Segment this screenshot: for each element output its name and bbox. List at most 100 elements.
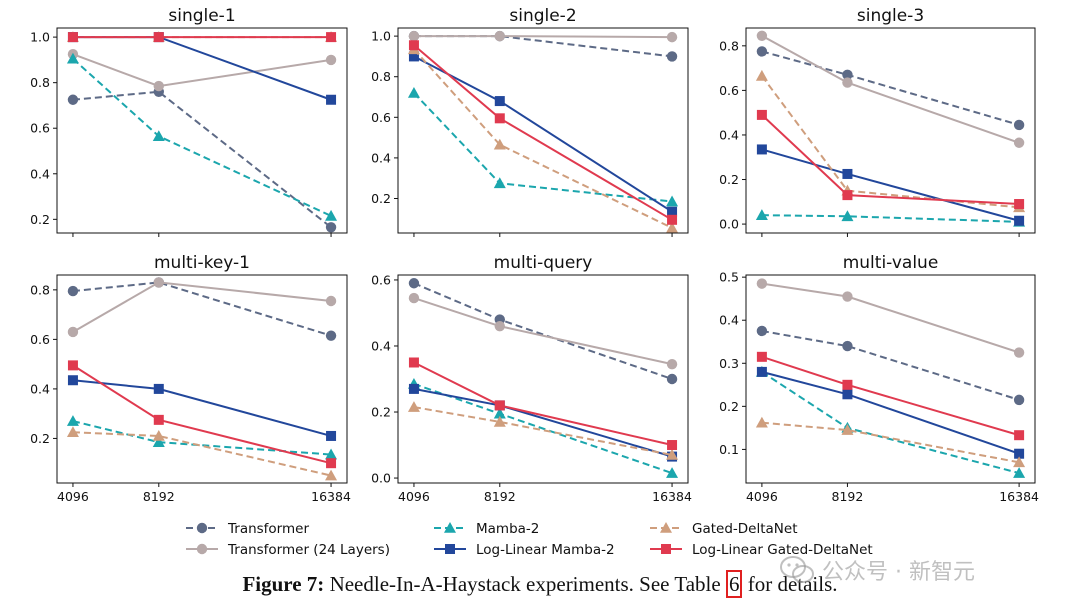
series-line xyxy=(761,50,1020,126)
series-line xyxy=(413,297,673,366)
data-point xyxy=(666,358,678,370)
x-tick-label: 8192 xyxy=(143,489,175,504)
legend-marker xyxy=(196,522,208,534)
data-point xyxy=(666,467,679,478)
y-tick-label: 0.4 xyxy=(371,338,391,353)
series-line xyxy=(72,281,332,337)
wechat-logo-icon xyxy=(780,556,814,583)
watermark-text: 公众号 · 新智元 xyxy=(822,560,975,585)
chart-title: single-1 xyxy=(168,6,235,26)
chart-panel-single-2: single-2 0.2 0.4 0.6 0.8 1.0 xyxy=(371,6,689,237)
data-point xyxy=(666,448,679,460)
data-point xyxy=(1014,448,1025,459)
plot-frame xyxy=(745,27,1036,234)
chart-title: multi-query xyxy=(494,253,593,273)
plot-frame xyxy=(397,27,689,234)
series-log-linear-mamba-2 xyxy=(408,383,678,462)
y-tick-label: 0.5 xyxy=(719,270,739,285)
data-point xyxy=(1013,119,1025,131)
legend-label: Log-Linear Gated-DeltaNet xyxy=(692,542,873,558)
series-line xyxy=(72,431,332,477)
y-tick-label: 0.6 xyxy=(719,83,739,98)
series-log-linear-mamba-2 xyxy=(67,32,337,105)
y-tick-label: 0.2 xyxy=(30,431,50,446)
legend: Transformer Mamba-2 Gated-DeltaNet Transfor… xyxy=(186,521,873,558)
series-line xyxy=(72,379,332,437)
data-point xyxy=(1013,467,1026,478)
legend-label: Mamba-2 xyxy=(476,521,539,537)
data-point xyxy=(494,400,505,411)
plot-frame xyxy=(56,27,348,234)
plot-frame xyxy=(397,274,689,484)
data-point xyxy=(408,40,419,51)
data-point xyxy=(408,30,420,42)
data-point xyxy=(842,291,853,302)
x-tick-label: 16384 xyxy=(311,489,351,504)
data-point xyxy=(1014,215,1025,226)
y-tick-label: 0.8 xyxy=(371,69,391,84)
legend-marker xyxy=(196,543,208,555)
table-reference-link[interactable]: 6 xyxy=(725,570,743,598)
data-point xyxy=(842,340,853,352)
data-point xyxy=(325,469,338,481)
series-line xyxy=(413,48,673,229)
data-point xyxy=(408,383,419,394)
data-point xyxy=(325,54,337,66)
series-line xyxy=(72,90,332,229)
data-point xyxy=(756,325,768,337)
data-point xyxy=(153,383,164,394)
data-point xyxy=(407,401,420,412)
series-line xyxy=(761,282,1020,354)
series-gated-deltanet xyxy=(407,43,679,233)
data-point xyxy=(66,426,79,438)
data-point xyxy=(755,416,768,428)
plot-frame xyxy=(745,274,1036,484)
chart-panel-single-1: single-1 0.2 0.4 0.6 0.8 1.0 xyxy=(30,6,348,237)
data-point xyxy=(1013,394,1025,406)
data-point xyxy=(407,86,420,98)
chart-title: multi-value xyxy=(843,253,939,273)
y-tick-label: 0.2 xyxy=(30,212,50,227)
y-tick-label: 0.6 xyxy=(30,121,50,136)
data-point xyxy=(326,32,337,43)
data-point xyxy=(67,375,78,386)
watermark: 公众号 · 新智元 xyxy=(780,554,975,586)
data-point xyxy=(325,295,337,307)
series-transformer-24-layers xyxy=(67,48,337,92)
series-line xyxy=(72,58,332,217)
series-log-linear-gated-deltanet xyxy=(408,40,678,225)
chart-panel-single-3: single-3 0.0 0.2 0.4 0.6 0.8 xyxy=(719,6,1036,237)
series-mamba-2 xyxy=(66,52,338,221)
series-line xyxy=(413,35,673,58)
series-mamba-2 xyxy=(755,365,1026,478)
data-point xyxy=(667,440,678,451)
legend-label: Transformer (24 Layers) xyxy=(227,542,390,558)
data-point xyxy=(1014,430,1025,441)
x-tick-label: 4096 xyxy=(746,489,778,504)
data-point xyxy=(66,415,79,426)
chart-title: single-3 xyxy=(857,6,924,26)
data-point xyxy=(152,429,165,441)
data-point xyxy=(326,94,337,105)
y-tick-label: 0.2 xyxy=(719,172,739,187)
data-point xyxy=(841,424,854,435)
series-mamba-2 xyxy=(66,415,338,460)
data-point xyxy=(842,389,853,400)
data-point xyxy=(67,32,78,43)
y-tick-label: 0.8 xyxy=(30,75,50,90)
data-point xyxy=(326,458,337,469)
series-line xyxy=(761,34,1020,144)
legend-item-transformer: Transformer xyxy=(186,521,309,537)
series-line xyxy=(413,35,673,39)
legend-label: Transformer xyxy=(227,521,309,537)
series-log-linear-gated-deltanet xyxy=(67,360,337,469)
data-point xyxy=(842,168,853,179)
series-line xyxy=(413,282,673,380)
x-tick-label: 8192 xyxy=(484,489,516,504)
data-point xyxy=(325,330,337,341)
plot-frame xyxy=(56,274,348,484)
y-tick-label: 0.8 xyxy=(719,38,739,53)
data-point xyxy=(756,30,768,41)
series-transformer xyxy=(756,46,1025,131)
series-log-linear-gated-deltanet xyxy=(408,357,678,451)
